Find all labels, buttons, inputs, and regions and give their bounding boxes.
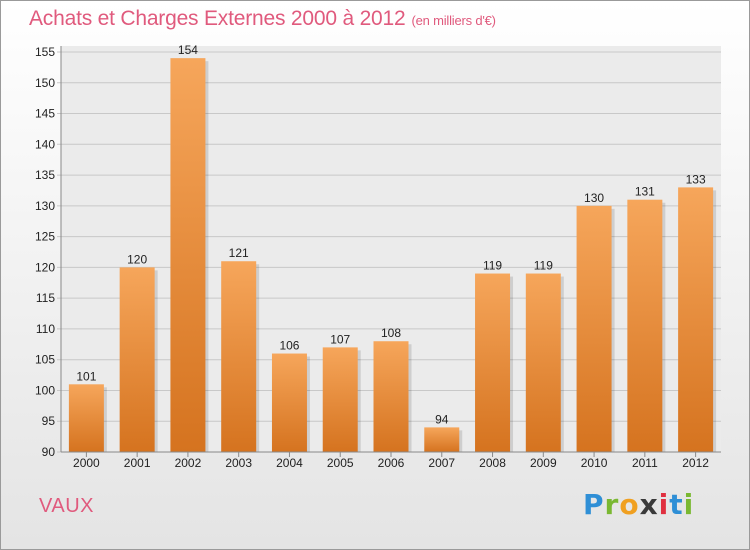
commune-name: VAUX: [39, 495, 94, 517]
y-tick-label: 155: [35, 45, 55, 59]
bar-value-label: 120: [127, 252, 147, 266]
y-tick-label: 130: [35, 199, 55, 213]
x-tick-label: 2006: [378, 456, 405, 470]
bar: [373, 341, 409, 452]
y-tick-label: 145: [35, 107, 55, 121]
bar: [678, 187, 714, 452]
bar-value-label: 131: [635, 185, 655, 199]
bar: [627, 199, 663, 452]
logo-letter: i: [658, 488, 670, 521]
bar-value-label: 107: [330, 332, 350, 346]
x-tick-label: 2005: [327, 456, 354, 470]
logo-letter: t: [669, 488, 684, 521]
chart-subtitle: (en milliers d'€): [411, 13, 496, 28]
bar-value-label: 119: [534, 259, 553, 273]
y-tick-label: 90: [42, 445, 56, 459]
bar-value-label: 119: [483, 259, 502, 273]
bar: [424, 427, 460, 452]
bar: [68, 384, 104, 452]
x-tick-label: 2004: [276, 456, 303, 470]
x-tick-label: 2000: [73, 456, 100, 470]
proxiti-logo: Proxiti: [583, 488, 694, 521]
y-tick-label: 110: [36, 322, 55, 336]
bar-value-label: 108: [381, 326, 401, 340]
y-tick-label: 120: [35, 260, 55, 274]
x-tick-label: 2002: [175, 456, 202, 470]
y-tick-label: 135: [35, 168, 55, 182]
bars: 101 120 154 121 106 107 108 94 119 119 130 131 133: [68, 43, 717, 453]
bar-value-label: 121: [229, 246, 249, 260]
x-tick-label: 2007: [428, 456, 455, 470]
y-tick-label: 100: [35, 383, 55, 397]
chart-title: Achats et Charges Externes 2000 à 2012 (e…: [29, 7, 496, 30]
bar: [221, 261, 257, 452]
x-tick-label: 2011: [632, 456, 658, 470]
y-tick-label: 115: [36, 291, 55, 305]
x-tick-label: 2009: [530, 456, 557, 470]
bar: [119, 267, 155, 452]
x-tick-label: 2012: [682, 456, 709, 470]
bar-value-label: 154: [178, 43, 198, 57]
bar-value-label: 101: [76, 369, 96, 383]
bar: [525, 273, 561, 452]
logo-letter: P: [583, 488, 605, 521]
x-axis: 2000 2001 2002 2003 2004 2005 2006 2007 2008 2009…: [61, 451, 721, 470]
y-axis: 90 95 100 105 110 115 120 125 130 135 140 145 150 155: [35, 45, 62, 459]
y-tick-label: 125: [35, 230, 55, 244]
y-tick-label: 95: [42, 414, 56, 428]
logo-letter: i: [683, 488, 695, 521]
x-tick-label: 2010: [581, 456, 608, 470]
bar: [271, 353, 307, 452]
logo-letter: r: [604, 488, 620, 521]
bar-value-label: 130: [584, 191, 604, 205]
bar: [576, 205, 612, 452]
y-tick-label: 140: [35, 137, 55, 151]
logo-letter: x: [639, 488, 659, 521]
x-tick-label: 2001: [124, 456, 151, 470]
bar: [322, 347, 358, 452]
x-tick-label: 2008: [479, 456, 506, 470]
bar-value-label: 106: [279, 339, 299, 353]
bar-value-label: 133: [686, 172, 706, 186]
bar: [475, 273, 511, 452]
y-tick-label: 105: [35, 353, 55, 367]
y-tick-label: 150: [35, 76, 55, 90]
bar: [170, 58, 206, 453]
logo-letter: o: [619, 488, 640, 521]
bar-value-label: 94: [435, 412, 449, 426]
x-tick-label: 2003: [225, 456, 252, 470]
